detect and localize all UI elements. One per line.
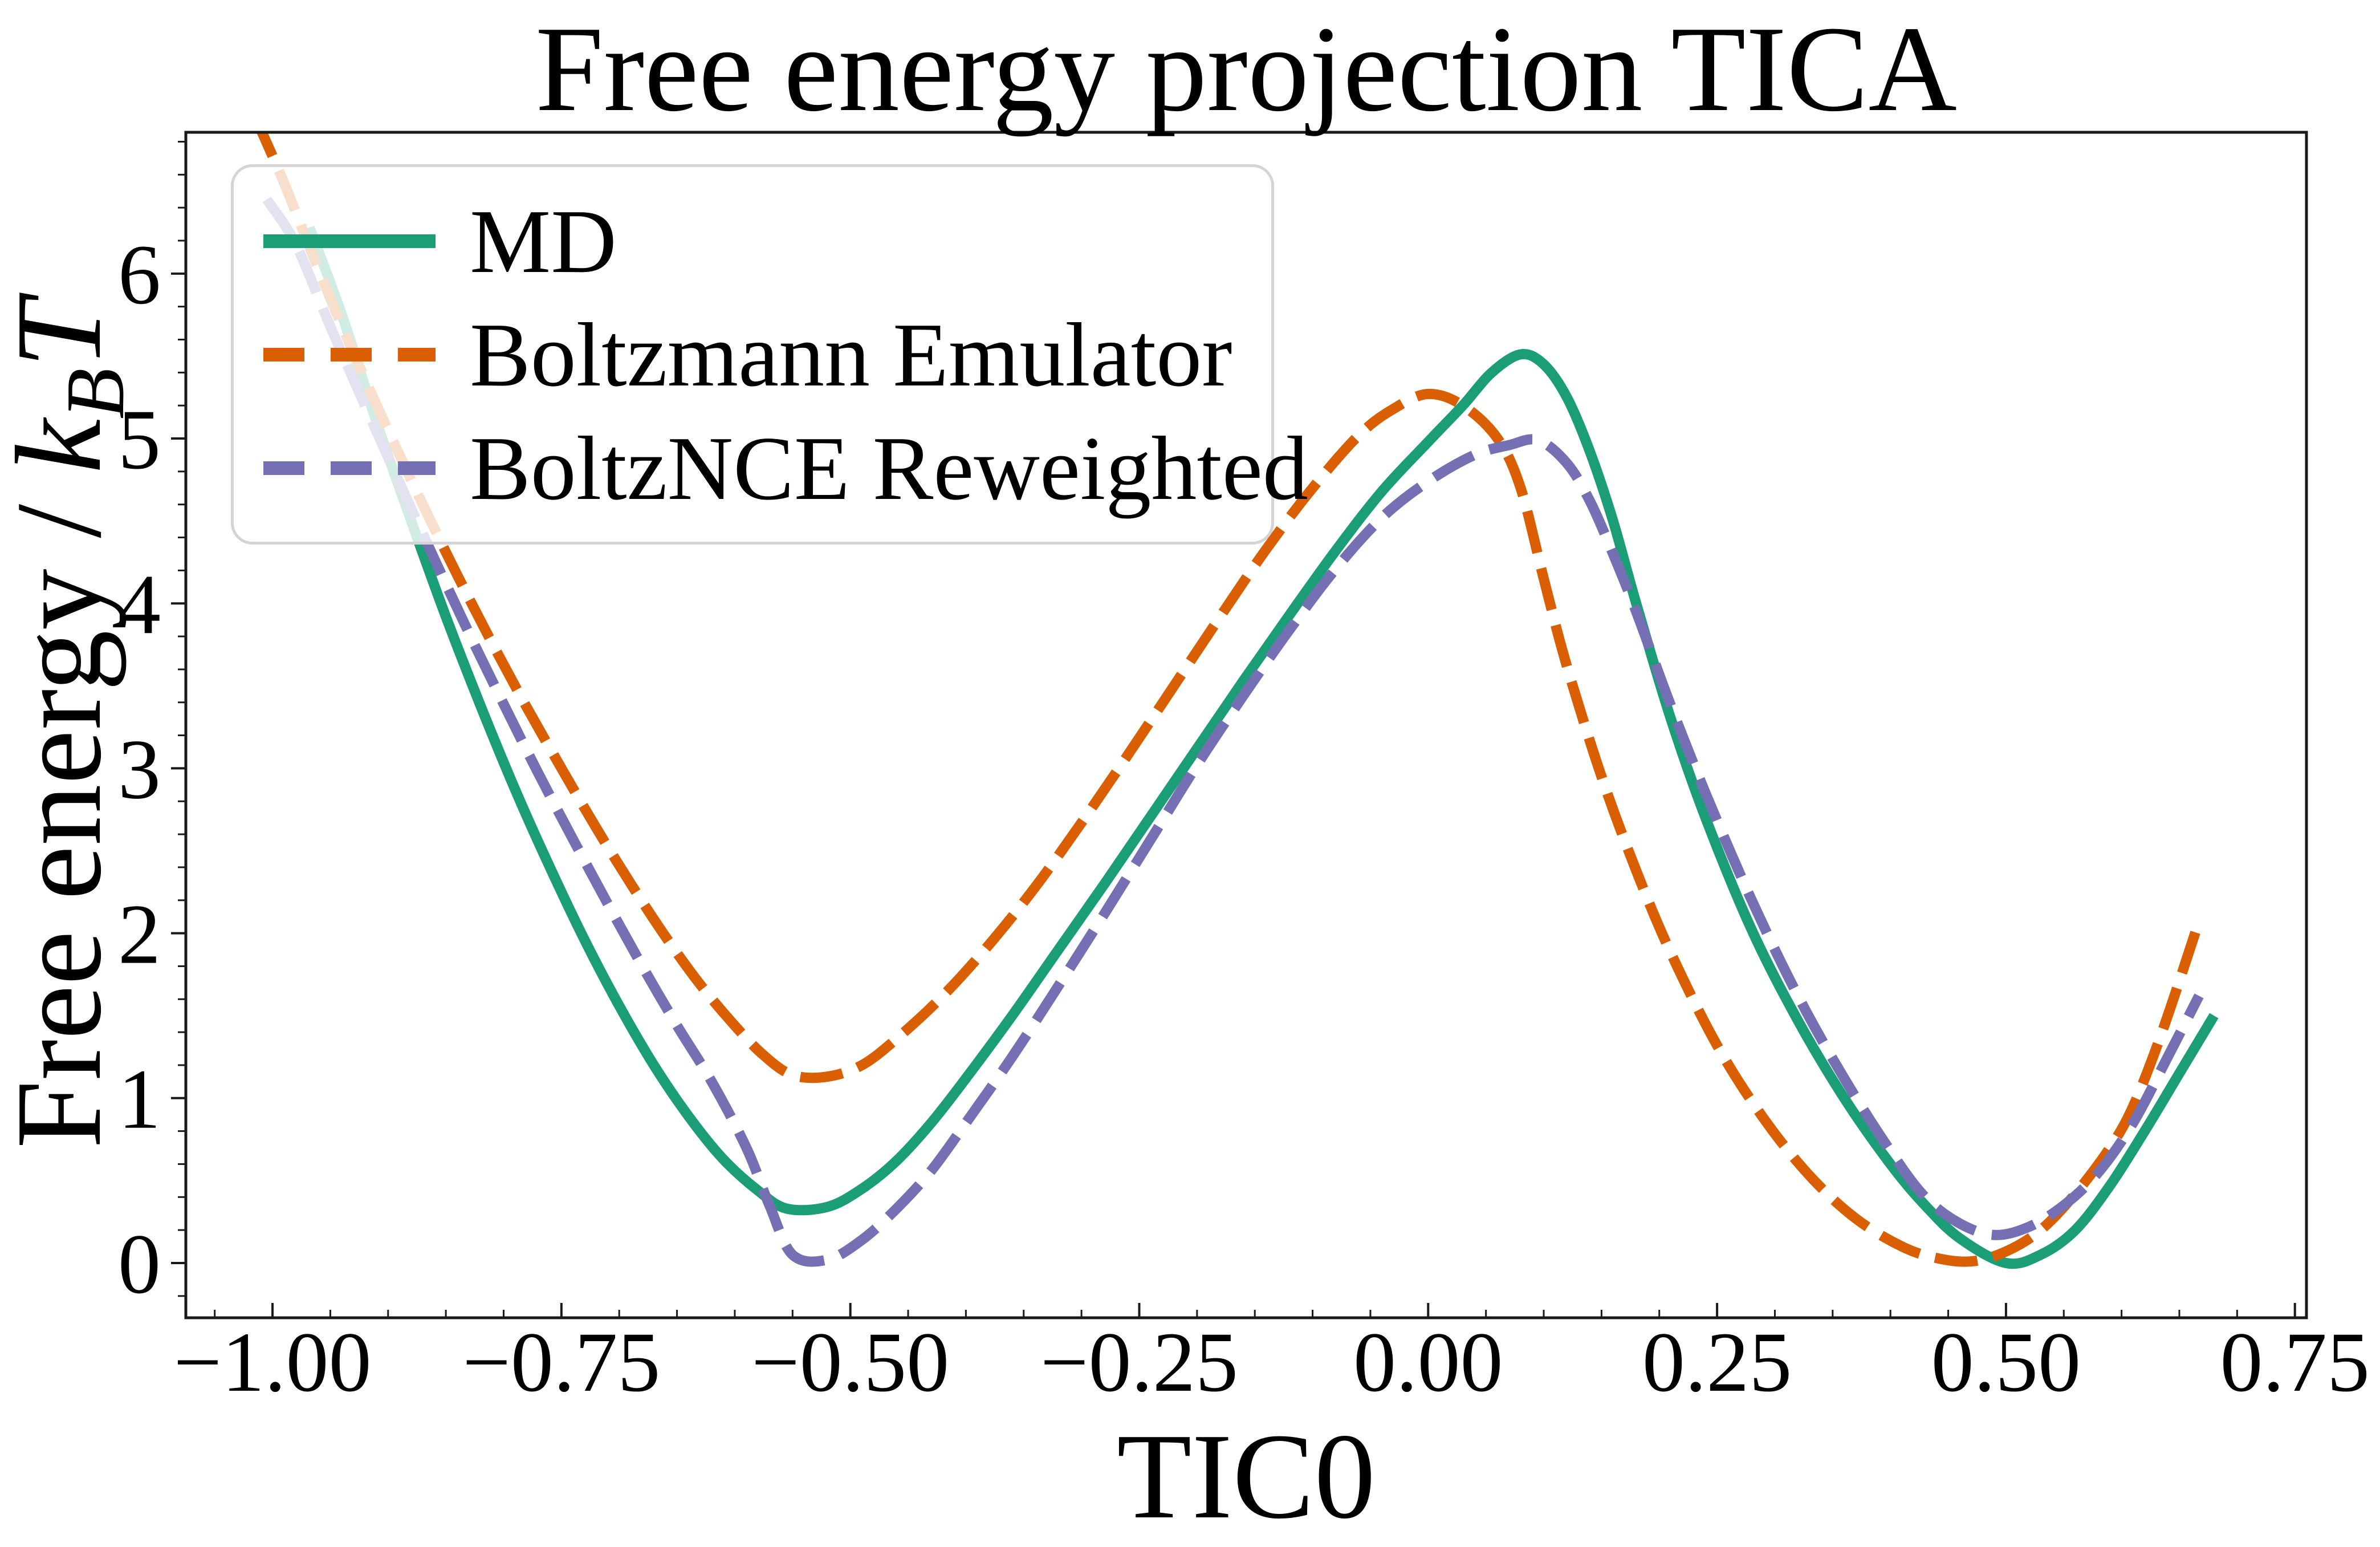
y-tick-label: 6 [118,228,161,322]
x-tick-label: 0.25 [1642,1315,1792,1410]
x-tick-label: −0.25 [1040,1315,1238,1410]
chart-title: Free energy projection TICA [535,1,1957,137]
y-axis-label: Free energy / kBT [0,300,143,1148]
boltzmann-emulator-line-swatch [263,347,436,362]
y-tick-label: 0 [118,1217,161,1312]
legend-label-boltzmann-emulator: Boltzmann Emulator [470,303,1232,405]
y-axis-label-text: Free energy / [0,473,127,1149]
y-tick-label: 1 [118,1052,161,1147]
y-axis-label-k: k [0,419,127,474]
axes-frame [184,131,2308,1319]
x-tick-label: 0.50 [1931,1315,2081,1410]
boltznce-reweighted-line-swatch [263,461,436,475]
legend-item-boltzmann-emulator: Boltzmann Emulator [261,309,1254,400]
md-line-swatch [263,234,436,248]
legend-item-md: MD [261,196,1254,287]
x-axis-label: TIC0 [1117,1408,1376,1544]
y-tick-label: 3 [118,722,161,817]
boltzmann_emulator-curve [256,132,2203,1267]
y-tick-label: 5 [118,392,161,487]
legend: MD Boltzmann Emulator BoltzNCE Reweighte… [231,164,1308,545]
x-tick-label: −1.00 [173,1315,371,1410]
y-axis-label-t: T [0,299,127,368]
boltznce_reweighted-curve [262,196,2204,1267]
y-axis-label-b-subscript: B [48,368,141,419]
legend-label-md: MD [470,190,617,292]
x-tick-label: −0.50 [751,1315,949,1410]
y-tick-label: 2 [118,887,161,982]
legend-label-boltznce-reweighted: BoltzNCE Reweighted [470,417,1308,519]
y-tick-label: 4 [118,557,161,652]
x-tick-label: −0.75 [462,1315,660,1410]
md-curve [304,225,2219,1269]
x-tick-label: 0.75 [2220,1315,2370,1410]
x-tick-label: 0.00 [1353,1315,1503,1410]
legend-item-boltznce-reweighted: BoltzNCE Reweighted [261,423,1308,514]
